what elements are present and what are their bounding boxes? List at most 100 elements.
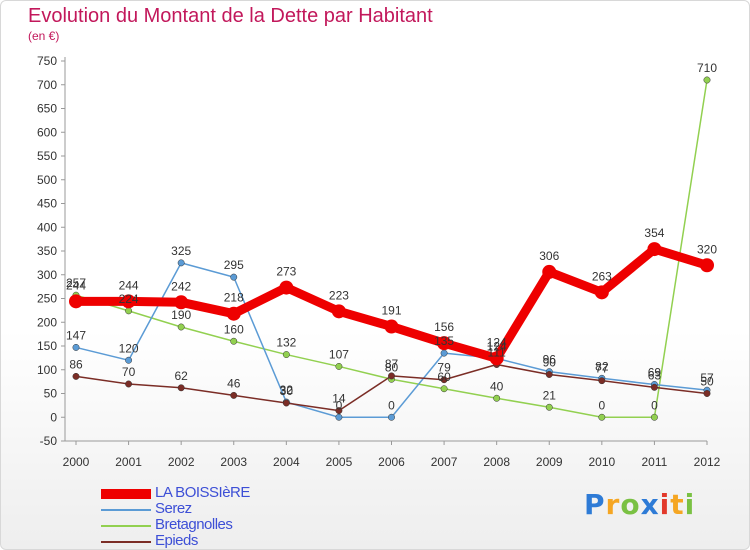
data-label: 63 bbox=[648, 368, 662, 382]
data-point bbox=[226, 306, 241, 321]
data-label: 40 bbox=[490, 379, 504, 393]
x-tick-label: 2000 bbox=[63, 455, 90, 469]
data-label: 107 bbox=[329, 347, 349, 361]
data-label: 70 bbox=[122, 365, 136, 379]
data-label: 135 bbox=[434, 334, 454, 348]
data-label: 80 bbox=[385, 360, 399, 374]
data-point bbox=[440, 376, 448, 384]
data-point bbox=[489, 351, 504, 366]
y-tick-label: 0 bbox=[50, 410, 57, 424]
data-point bbox=[545, 403, 553, 411]
logo-letter: o bbox=[620, 488, 641, 521]
data-label: 79 bbox=[437, 361, 451, 375]
data-point bbox=[493, 394, 501, 402]
data-label: 57 bbox=[700, 371, 714, 385]
data-point bbox=[230, 337, 238, 345]
logo-letter: t bbox=[670, 488, 685, 521]
data-point bbox=[282, 399, 290, 407]
x-tick-label: 2005 bbox=[326, 455, 353, 469]
y-tick-label: 350 bbox=[37, 244, 57, 258]
data-point bbox=[650, 413, 658, 421]
data-point bbox=[125, 307, 133, 315]
data-label: 60 bbox=[437, 370, 451, 384]
y-tick-label: 250 bbox=[37, 292, 57, 306]
y-tick-label: 150 bbox=[37, 339, 57, 353]
x-tick-label: 2010 bbox=[588, 455, 615, 469]
y-tick-label: 700 bbox=[37, 78, 57, 92]
legend-label: Serez bbox=[155, 500, 192, 517]
data-label: 77 bbox=[595, 362, 609, 376]
y-tick-label: 600 bbox=[37, 125, 57, 139]
logo-letter: P bbox=[584, 488, 606, 521]
data-label: 147 bbox=[66, 328, 86, 342]
legend-swatch bbox=[101, 509, 151, 511]
x-tick-label: 2007 bbox=[431, 455, 458, 469]
data-label: 124 bbox=[487, 335, 507, 349]
x-tick-label: 2012 bbox=[694, 455, 721, 469]
data-point bbox=[437, 336, 452, 351]
data-point bbox=[125, 380, 133, 388]
data-label: 124 bbox=[487, 339, 507, 353]
data-point bbox=[177, 384, 185, 392]
data-point bbox=[279, 280, 294, 295]
data-point bbox=[335, 407, 343, 415]
data-label: 32 bbox=[280, 383, 294, 397]
data-label: 273 bbox=[276, 265, 296, 279]
data-label: 21 bbox=[543, 388, 557, 402]
data-label: 120 bbox=[119, 341, 139, 355]
y-tick-label: 50 bbox=[44, 387, 58, 401]
data-point bbox=[282, 351, 290, 358]
chart-axes: -500501001502002503003504004505005506006… bbox=[37, 54, 721, 469]
data-label: 190 bbox=[171, 308, 191, 322]
data-point bbox=[388, 413, 395, 421]
x-tick-label: 2006 bbox=[378, 455, 405, 469]
data-label: 69 bbox=[648, 365, 662, 379]
x-tick-label: 2003 bbox=[220, 455, 247, 469]
data-point bbox=[335, 362, 343, 370]
data-label: 218 bbox=[224, 291, 244, 305]
chart-points bbox=[69, 76, 714, 421]
data-label: 244 bbox=[119, 278, 139, 292]
data-point bbox=[72, 372, 80, 380]
data-label: 354 bbox=[644, 226, 664, 240]
legend-swatch bbox=[101, 489, 151, 499]
data-label: 82 bbox=[595, 359, 609, 373]
data-label: 0 bbox=[651, 398, 658, 412]
data-point bbox=[331, 304, 346, 319]
logo-letter: x bbox=[640, 488, 660, 521]
data-point bbox=[594, 285, 609, 300]
data-label: 132 bbox=[276, 336, 296, 350]
x-tick-label: 2008 bbox=[483, 455, 510, 469]
data-label: 0 bbox=[598, 398, 605, 412]
data-point bbox=[700, 258, 714, 273]
data-point bbox=[174, 295, 189, 310]
data-label: 242 bbox=[171, 279, 191, 293]
data-point bbox=[335, 413, 343, 421]
data-label: 320 bbox=[697, 242, 717, 256]
y-tick-label: 200 bbox=[37, 315, 57, 329]
x-tick-label: 2004 bbox=[273, 455, 300, 469]
y-tick-label: 550 bbox=[37, 149, 57, 163]
logo-letter: i bbox=[684, 488, 696, 521]
data-point bbox=[177, 323, 185, 331]
y-tick-label: 400 bbox=[37, 220, 57, 234]
data-label: 87 bbox=[385, 357, 399, 371]
data-point bbox=[650, 383, 658, 391]
data-label: 710 bbox=[697, 61, 717, 75]
x-tick-label: 2002 bbox=[168, 455, 195, 469]
data-point bbox=[703, 76, 711, 84]
data-label: 50 bbox=[700, 375, 714, 389]
chart-title: Evolution du Montant de la Dette par Hab… bbox=[28, 5, 433, 27]
data-label: 0 bbox=[388, 398, 395, 412]
y-tick-label: 100 bbox=[37, 363, 57, 377]
data-point bbox=[440, 349, 448, 357]
legend-swatch bbox=[101, 525, 151, 527]
data-point bbox=[384, 319, 399, 334]
data-point bbox=[647, 242, 662, 257]
data-label: 86 bbox=[69, 357, 83, 371]
data-point bbox=[598, 377, 606, 385]
legend-swatch bbox=[101, 541, 151, 543]
y-tick-label: 500 bbox=[37, 173, 57, 187]
